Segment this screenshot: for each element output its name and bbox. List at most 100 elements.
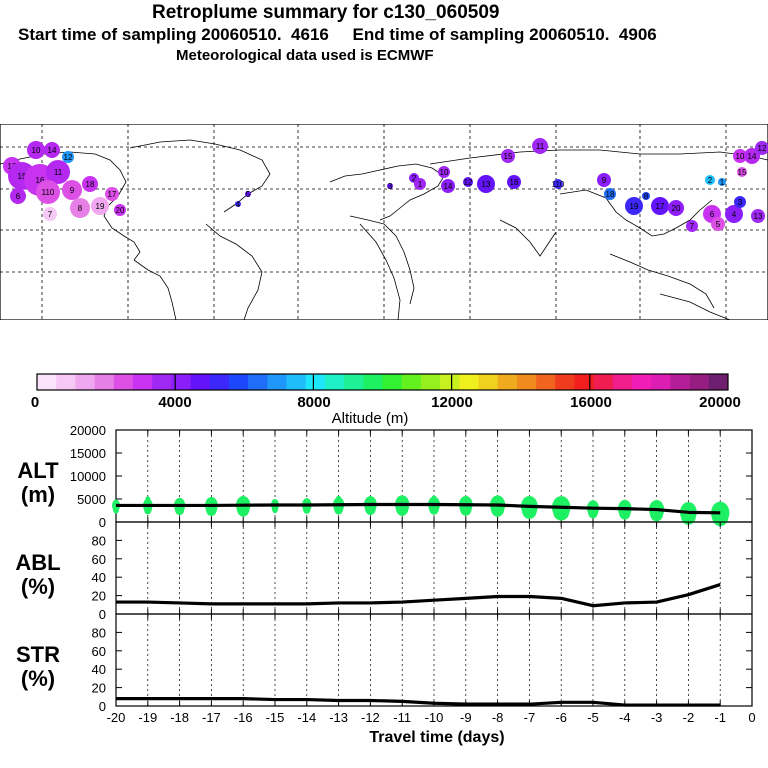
colorbar-swatch	[632, 374, 652, 390]
sampling-times: Start time of sampling 20060510. 4616 En…	[18, 25, 657, 44]
plume-marker-label: 18	[86, 180, 95, 189]
plume-marker-label: 1	[418, 180, 423, 189]
plume-marker	[114, 204, 126, 216]
plume-marker-label: 3	[738, 198, 743, 207]
plume-marker	[734, 196, 746, 208]
plume-marker	[441, 179, 455, 193]
coastlines	[0, 139, 768, 320]
colorbar-swatch	[612, 374, 633, 390]
altitude-point	[145, 496, 151, 502]
colorbar-swatch	[401, 374, 422, 390]
plume-marker	[70, 198, 90, 218]
y-axis-unit-str: (%)	[21, 666, 55, 691]
x-tick-label: -20	[107, 710, 126, 725]
colorbar-swatch	[75, 374, 95, 390]
colorbar-swatch	[324, 374, 345, 390]
plume-marker	[438, 166, 450, 178]
plume-marker-label: 14	[748, 152, 757, 161]
plume-marker-label: 8	[78, 204, 83, 213]
x-tick-label: -2	[683, 710, 695, 725]
x-tick-label: -8	[492, 710, 504, 725]
plume-marker	[82, 176, 98, 192]
colorbar-swatch	[363, 374, 383, 390]
x-tick-label: -1	[714, 710, 726, 725]
x-tick-label: -6	[555, 710, 567, 725]
y-axis-title-str: STR	[16, 642, 60, 667]
plume-marker-label: 17	[656, 202, 665, 211]
plume-marker-label: 14	[48, 146, 57, 155]
x-tick-label: 0	[748, 710, 755, 725]
plume-marker	[532, 138, 548, 154]
colorbar-swatch	[56, 374, 76, 390]
plume-marker	[705, 175, 715, 185]
plume-marker-label: 9	[70, 186, 75, 195]
plume-marker	[10, 188, 26, 204]
y-tick-label: 20	[92, 681, 106, 696]
plume-marker-label: 16	[36, 176, 45, 185]
plume-marker	[642, 192, 650, 200]
altitude-point	[144, 504, 152, 515]
x-tick-label: -5	[587, 710, 599, 725]
world-map: 1014121315161111091819817207654321101412…	[0, 124, 768, 320]
x-tick-label: -7	[524, 710, 536, 725]
plume-marker-label: 20	[672, 204, 681, 213]
x-axis-title: Travel time (days)	[369, 729, 504, 746]
plume-marker	[737, 167, 747, 177]
plume-marker-label: 15	[18, 172, 27, 181]
plume-marker	[668, 200, 684, 216]
colorbar-swatch	[516, 374, 537, 390]
y-tick-label: 5000	[77, 492, 106, 507]
y-tick-label: 0	[99, 699, 106, 714]
colorbar-swatch	[478, 374, 498, 390]
colorbar-swatch	[555, 374, 575, 390]
altitude-point	[717, 503, 723, 509]
x-tick-label: -19	[138, 710, 157, 725]
y-axis-title-abl: ABL	[15, 550, 60, 575]
colorbar-swatch	[593, 374, 614, 390]
colorbar-swatch	[267, 374, 287, 390]
colorbar-swatch	[152, 374, 172, 390]
colorbar-swatch	[440, 374, 460, 390]
colorbar-swatch	[113, 374, 134, 390]
colorbar-swatch	[536, 374, 556, 390]
x-tick-label: -11	[393, 710, 411, 725]
colorbar-swatch	[574, 374, 594, 390]
colorbar-tick-16000: 16000	[570, 394, 612, 411]
colorbar-swatch	[37, 374, 57, 390]
colorbar-frame	[36, 373, 729, 391]
x-tick-label: -15	[266, 710, 285, 725]
plume-marker	[36, 180, 60, 204]
chart-title: Retroplume summary for c130_060509	[152, 2, 500, 23]
plume-marker	[553, 179, 563, 189]
colorbar-swatch	[190, 374, 211, 390]
colorbar-tick-12000: 12000	[431, 394, 473, 411]
plume-marker-label: 10	[32, 146, 41, 155]
plume-marker	[711, 217, 725, 231]
colorbar-swatch	[171, 374, 191, 390]
plume-marker	[91, 197, 109, 215]
colorbar-swatch	[708, 374, 729, 390]
series-line-alt	[116, 502, 721, 515]
y-tick-label: 40	[92, 570, 106, 585]
y-tick-label: 40	[92, 662, 106, 677]
plume-marker-label: 15	[504, 152, 513, 161]
plume-marker-label: 5	[246, 190, 251, 199]
plume-markers: 1014121315161111091819817207654321101412…	[3, 138, 768, 232]
altitude-point	[113, 505, 119, 514]
plume-marker	[604, 188, 616, 200]
altitude-colorbar: 0 4000 8000 12000 16000 20000 Altitude (…	[31, 373, 741, 427]
x-tick-label: -9	[460, 710, 472, 725]
plume-marker	[651, 197, 669, 215]
colorbar-swatch	[248, 374, 268, 390]
x-tick-label: -18	[170, 710, 189, 725]
plume-marker	[744, 148, 760, 164]
x-tick-label: -14	[297, 710, 316, 725]
series-line-str	[116, 697, 721, 707]
plume-marker-label: 13	[482, 180, 491, 189]
plume-marker-label: 6	[16, 192, 21, 201]
y-tick-label: 80	[92, 533, 106, 548]
plume-marker-label: 4	[236, 200, 241, 209]
plume-marker-label: 8	[644, 192, 649, 201]
y-tick-label: 80	[92, 625, 106, 640]
plume-marker-label: 4	[732, 210, 737, 219]
